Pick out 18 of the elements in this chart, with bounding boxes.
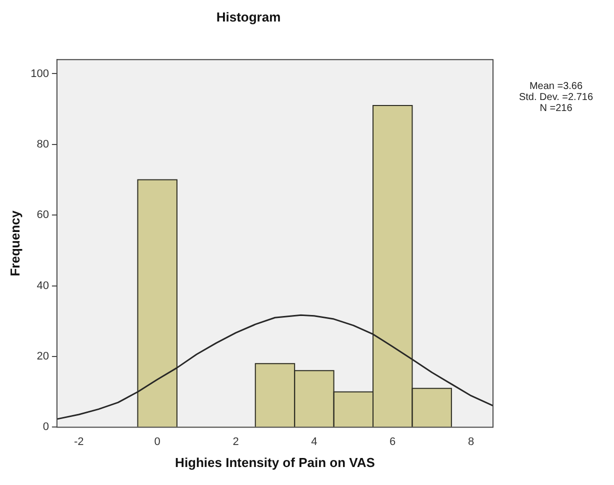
y-tick-label: 20 [36, 350, 49, 363]
text: Mean =3.66 [528, 81, 584, 92]
chart-title: Histogram [216, 9, 281, 24]
y-axis-title: Frequency [7, 210, 22, 276]
text: Std. Dev. =2.716 [518, 92, 594, 103]
x-tick-label: 8 [468, 436, 474, 448]
x-tick-label: -2 [74, 436, 84, 448]
x-tick-label: 6 [390, 436, 396, 448]
y-tick-label: 0 [42, 421, 49, 434]
x-tick-label: 2 [232, 436, 239, 448]
y-tick-label: 100 [30, 68, 49, 80]
y-tick-label: 40 [36, 280, 49, 292]
text: N =216 [538, 103, 574, 114]
x-tick-label: 0 [154, 436, 160, 448]
x-tick-label: 4 [311, 436, 318, 448]
y-tick-label: 60 [36, 209, 49, 222]
x-axis-title: Highies Intensity of Pain on VAS [175, 454, 376, 470]
y-tick-label: 80 [36, 138, 49, 150]
